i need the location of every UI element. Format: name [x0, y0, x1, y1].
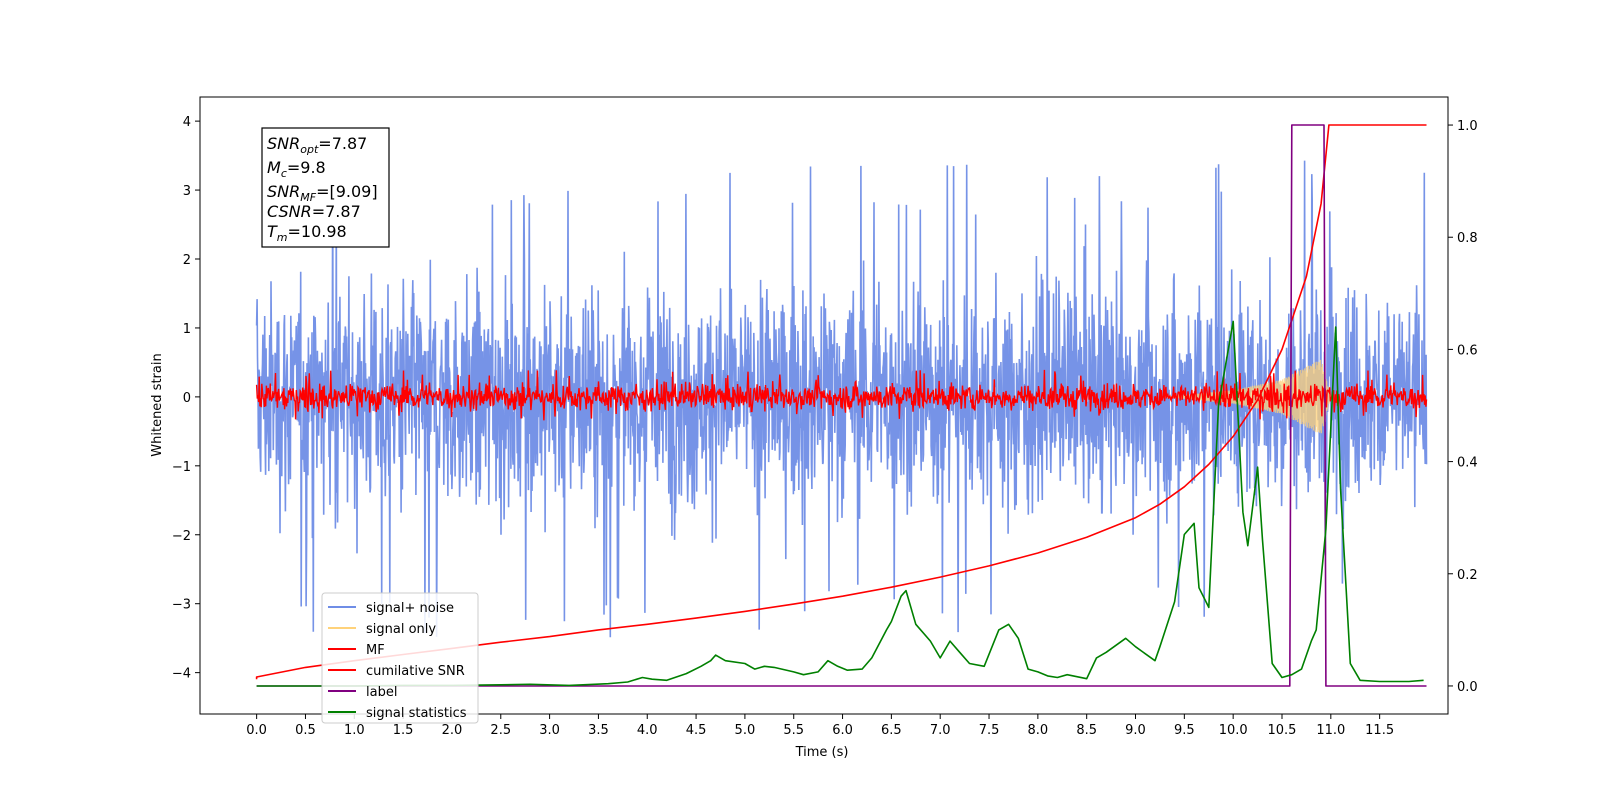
annotation-frame: [261, 127, 390, 248]
x-tick-label: 0.0: [246, 723, 267, 738]
y-tick-label: −4: [172, 667, 191, 682]
x-tick-label: 6.0: [832, 723, 853, 738]
axes-frame: [199, 96, 1449, 715]
legend-label-mf: MF: [366, 643, 385, 658]
y-axis-left: −4 −3 −2 −1 0 1 2 3 4: [172, 115, 200, 682]
x-tick-label: 5.5: [783, 723, 804, 738]
series-signal-statistics: [256, 320, 1424, 687]
legend-label-signal-only: signal only: [366, 622, 436, 637]
y2-tick-label: 0.0: [1457, 680, 1478, 695]
annotation-line-csnr: CSNR=7.87: [267, 202, 361, 221]
x-tick-label: 10.5: [1268, 723, 1297, 738]
y2-tick-label: 1.0: [1457, 119, 1478, 134]
x-tick-label: 3.0: [539, 723, 560, 738]
legend: signal+ noise signal only MF cumilative SNR…: [321, 592, 479, 724]
x-tick-label: 1.5: [393, 723, 414, 738]
annotation-line-snr-mf: SNRMF=[9.09]: [267, 182, 378, 204]
x-tick-label: 0.5: [295, 723, 316, 738]
y2-tick-label: 0.6: [1457, 343, 1478, 358]
y-tick-label: 0: [183, 391, 191, 406]
legend-label-cumilative-snr: cumilative SNR: [366, 664, 465, 679]
x-tick-label: 3.5: [588, 723, 609, 738]
y-tick-label: 3: [183, 184, 191, 199]
y2-tick-label: 0.8: [1457, 231, 1478, 246]
x-axis: 0.0 0.5 1.0 1.5 2.0 2.5 3.0 3.5 4.0 4.5 5.0 5.5 6.0 6…: [246, 714, 1394, 738]
y2-tick-label: 0.2: [1457, 568, 1478, 583]
y-tick-label: 4: [183, 115, 191, 130]
legend-frame: [321, 592, 479, 724]
y-tick-label: 1: [183, 322, 191, 337]
x-tick-label: 9.0: [1125, 723, 1146, 738]
y2-tick-label: 0.4: [1457, 456, 1478, 471]
legend-label-signal-noise: signal+ noise: [366, 601, 454, 616]
annotation-line-snr-opt: SNRopt=7.87: [267, 134, 367, 156]
y-tick-label: 2: [183, 253, 191, 268]
y-axis-right: 0.0 0.2 0.4 0.6 0.8 1.0: [1448, 119, 1478, 695]
x-tick-label: 9.5: [1174, 723, 1195, 738]
legend-label-label: label: [366, 685, 397, 700]
series-mf: [255, 369, 1428, 421]
x-tick-label: 7.5: [979, 723, 1000, 738]
x-tick-label: 10.0: [1219, 723, 1248, 738]
annotation-line-tm: Tm=10.98: [267, 222, 347, 244]
legend-label-signal-statistics: signal statistics: [366, 706, 467, 721]
x-tick-label: 7.0: [930, 723, 951, 738]
x-tick-label: 8.5: [1076, 723, 1097, 738]
x-axis-label: Time (s): [795, 745, 849, 760]
y-tick-label: −1: [172, 460, 191, 475]
x-tick-label: 2.0: [442, 723, 463, 738]
x-tick-label: 4.5: [686, 723, 707, 738]
y-axis-label: Whitened strain: [150, 353, 165, 456]
x-tick-label: 1.0: [344, 723, 365, 738]
x-tick-label: 11.0: [1316, 723, 1345, 738]
annotation-box: SNRopt=7.87 Mc=9.8 SNRMF=[9.09] CSNR=7.8…: [261, 127, 390, 248]
x-tick-label: 8.0: [1028, 723, 1049, 738]
x-tick-label: 5.0: [735, 723, 756, 738]
series-label: [256, 124, 1427, 687]
x-tick-label: 2.5: [490, 723, 511, 738]
y-tick-label: −2: [172, 529, 191, 544]
x-tick-label: 6.5: [881, 723, 902, 738]
annotation-line-mc: Mc=9.8: [267, 158, 326, 180]
x-tick-label: 11.5: [1365, 723, 1394, 738]
y-tick-label: −3: [172, 598, 191, 613]
x-tick-label: 4.0: [637, 723, 658, 738]
